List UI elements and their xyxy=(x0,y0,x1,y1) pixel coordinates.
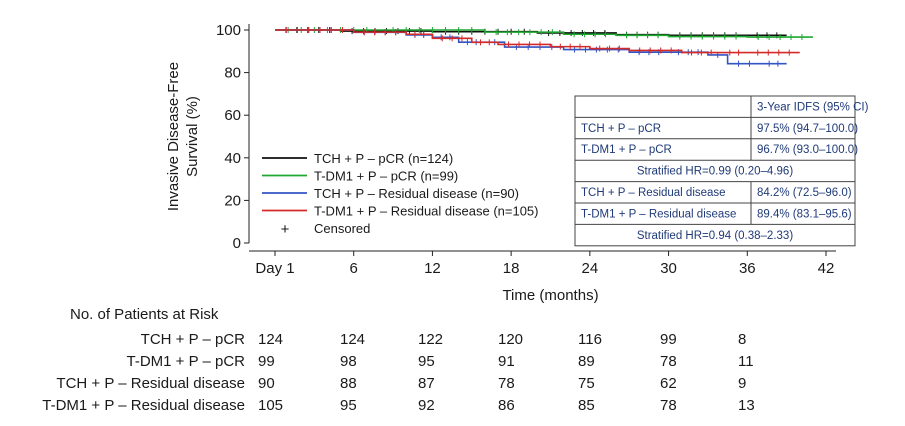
at-risk-value: 90 xyxy=(258,375,275,392)
series-line-2 xyxy=(275,29,813,38)
at-risk-value: 13 xyxy=(738,397,755,414)
table-frame xyxy=(574,95,856,247)
table-row-value: 96.7% (93.0–100.0) xyxy=(757,144,858,156)
x-tick-label: 30 xyxy=(660,260,677,277)
legend-label-3: TCH + P – Residual disease (n=90) xyxy=(314,186,519,201)
y-tick-label: 80 xyxy=(224,65,241,82)
at-risk-value: 87 xyxy=(418,375,435,392)
at-risk-row-label: TCH + P – Residual disease xyxy=(56,375,245,392)
table-row-label: T-DM1 + P – pCR xyxy=(581,144,672,156)
at-risk-value: 124 xyxy=(258,331,284,348)
at-risk-row-label: TCH + P – pCR xyxy=(140,331,245,348)
table-hr-text: Stratified HR=0.99 (0.20–4.96) xyxy=(637,166,793,178)
at-risk-value: 95 xyxy=(418,353,435,370)
y-tick-label: 100 xyxy=(216,22,241,39)
at-risk-value: 91 xyxy=(498,353,515,370)
at-risk-value: 8 xyxy=(738,331,747,348)
x-tick-label: 24 xyxy=(582,260,599,277)
table-row-label: T-DM1 + P – Residual disease xyxy=(581,208,736,220)
legend: TCH + P – pCR (n=124) T-DM1 + P – pCR (n=… xyxy=(262,151,539,238)
at-risk-row-label: T-DM1 + P – pCR xyxy=(126,353,245,370)
x-axis-label: Time (months) xyxy=(502,287,598,304)
at-risk-value: 78 xyxy=(660,397,677,414)
at-risk-value: 89 xyxy=(578,353,595,370)
table-row-label: TCH + P – pCR xyxy=(581,123,661,135)
at-risk-value: 105 xyxy=(258,397,284,414)
y-tick-label: 0 xyxy=(233,235,241,252)
y-axis-label: Invasive Disease-Free Survival (%) xyxy=(165,62,201,211)
legend-label-1: TCH + P – pCR (n=124) xyxy=(314,151,453,166)
idfs-table: 3-Year IDFS (95% CI) TCH + P – pCR 97.5% (… xyxy=(574,95,869,247)
y-tick-label: 60 xyxy=(224,107,241,124)
at-risk-value: 116 xyxy=(578,331,602,348)
at-risk-value: 85 xyxy=(578,397,595,414)
series-layer xyxy=(275,27,813,67)
at-risk-row-label: T-DM1 + P – Residual disease xyxy=(42,397,245,414)
at-risk-value: 122 xyxy=(418,331,444,348)
at-risk-value: 78 xyxy=(660,353,677,370)
x-tick-label: 42 xyxy=(818,260,835,277)
at-risk-value: 95 xyxy=(340,397,357,414)
axes: 0 20 40 60 80 100 Day 1 6 12 18 24 30 36 42 Time (mont… xyxy=(165,22,836,304)
legend-label-4: T-DM1 + P – Residual disease (n=105) xyxy=(314,204,539,219)
at-risk-value: 11 xyxy=(738,353,754,370)
legend-censored-symbol: + xyxy=(281,221,290,238)
table-row-label: TCH + P – Residual disease xyxy=(581,187,726,199)
table-row-value: 89.4% (83.1–95.6) xyxy=(757,208,852,220)
at-risk-value: 124 xyxy=(340,331,366,348)
at-risk-row: TCH + P – pCR 124 124 122 120 116 99 8 xyxy=(0,331,905,351)
at-risk-row: TCH + P – Residual disease 90 88 87 78 75 62 9 xyxy=(0,375,905,395)
y-axis-label-line2: Survival (%) xyxy=(184,96,201,177)
x-tick-label: 6 xyxy=(350,260,358,277)
table-row-value: 97.5% (94.7–100.0) xyxy=(757,123,858,135)
at-risk-value: 92 xyxy=(418,397,435,414)
series-line-4 xyxy=(275,29,800,54)
y-tick-label: 20 xyxy=(224,192,241,209)
x-tick-label: 36 xyxy=(739,260,756,277)
x-tick-label: 18 xyxy=(503,260,520,277)
at-risk-value: 62 xyxy=(660,375,677,392)
x-tick-label: 12 xyxy=(424,260,441,277)
at-risk-value: 120 xyxy=(498,331,524,348)
at-risk-title: No. of Patients at Risk xyxy=(70,306,219,323)
x-tick-label: Day 1 xyxy=(255,260,294,277)
y-tick-label: 40 xyxy=(224,150,241,167)
at-risk-value: 98 xyxy=(340,353,357,370)
y-axis-label-line1: Invasive Disease-Free xyxy=(165,62,182,211)
at-risk-value: 9 xyxy=(738,375,747,392)
at-risk-value: 88 xyxy=(340,375,357,392)
at-risk-row: T-DM1 + P – Residual disease 105 95 92 86 85 7… xyxy=(0,397,905,417)
legend-label-2: T-DM1 + P – pCR (n=99) xyxy=(314,169,458,184)
at-risk-value: 86 xyxy=(498,397,515,414)
at-risk-value: 78 xyxy=(498,375,515,392)
at-risk-value: 99 xyxy=(660,331,677,348)
legend-censored-label: Censored xyxy=(314,221,370,236)
at-risk-value: 99 xyxy=(258,353,275,370)
at-risk-value: 75 xyxy=(578,375,595,392)
at-risk-row: T-DM1 + P – pCR 99 98 95 91 89 78 11 xyxy=(0,353,905,373)
table-header: 3-Year IDFS (95% CI) xyxy=(757,101,869,113)
table-row-value: 84.2% (72.5–96.0) xyxy=(757,187,852,199)
table-hr-text: Stratified HR=0.94 (0.38–2.33) xyxy=(637,230,793,242)
